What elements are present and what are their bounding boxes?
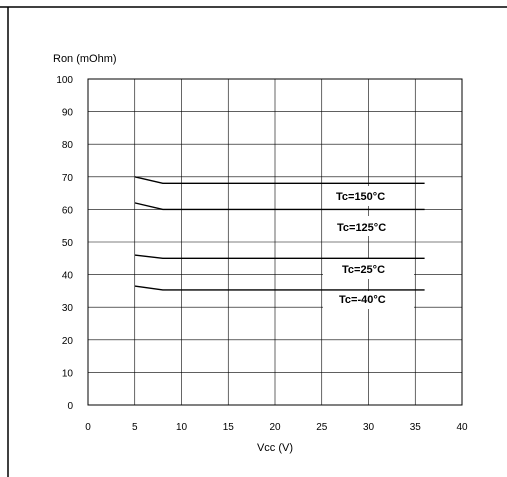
x-tick-labels: 0 5 10 15 20 25 30 35 40 [85, 422, 468, 433]
x-tick-label: 5 [132, 422, 138, 433]
x-axis-label: Vcc (V) [257, 442, 293, 454]
label-box-25 [323, 259, 414, 279]
label-box-125 [323, 216, 414, 236]
label-box-150 [323, 186, 414, 206]
x-tick-label: 40 [456, 422, 468, 433]
label-box-m40 [323, 291, 414, 309]
x-tick-label: 10 [176, 422, 188, 433]
series-label-125: Tc=125°C [337, 222, 386, 234]
series-label-25: Tc=25°C [342, 264, 385, 276]
y-tick-label: 40 [62, 271, 74, 282]
y-tick-labels: 0 10 20 30 40 50 60 70 80 90 100 [56, 75, 73, 412]
x-tick-label: 35 [410, 422, 422, 433]
grid-lines [88, 79, 462, 405]
series-lines [134, 176, 425, 291]
series-line [134, 202, 425, 211]
y-tick-label: 60 [62, 205, 74, 216]
y-tick-label: 10 [62, 368, 74, 379]
y-tick-label: 100 [56, 75, 73, 86]
series-line [134, 285, 425, 291]
series-label-m40: Tc=-40°C [339, 294, 386, 306]
y-tick-label: 30 [62, 303, 74, 314]
y-axis-label: Ron (mOhm) [53, 53, 117, 65]
x-tick-label: 15 [223, 422, 235, 433]
x-tick-label: 0 [85, 422, 91, 433]
y-tick-label: 0 [67, 401, 73, 412]
plot-area [87, 78, 463, 406]
series-line [134, 254, 425, 259]
y-tick-label: 20 [62, 336, 74, 347]
series-line [134, 176, 425, 185]
x-tick-label: 25 [316, 422, 328, 433]
y-tick-label: 50 [62, 238, 74, 249]
x-tick-label: 20 [269, 422, 281, 433]
y-tick-label: 80 [62, 140, 74, 151]
y-tick-label: 90 [62, 108, 74, 119]
x-tick-label: 30 [363, 422, 375, 433]
y-tick-label: 70 [62, 173, 74, 184]
series-label-150: Tc=150°C [336, 191, 385, 203]
